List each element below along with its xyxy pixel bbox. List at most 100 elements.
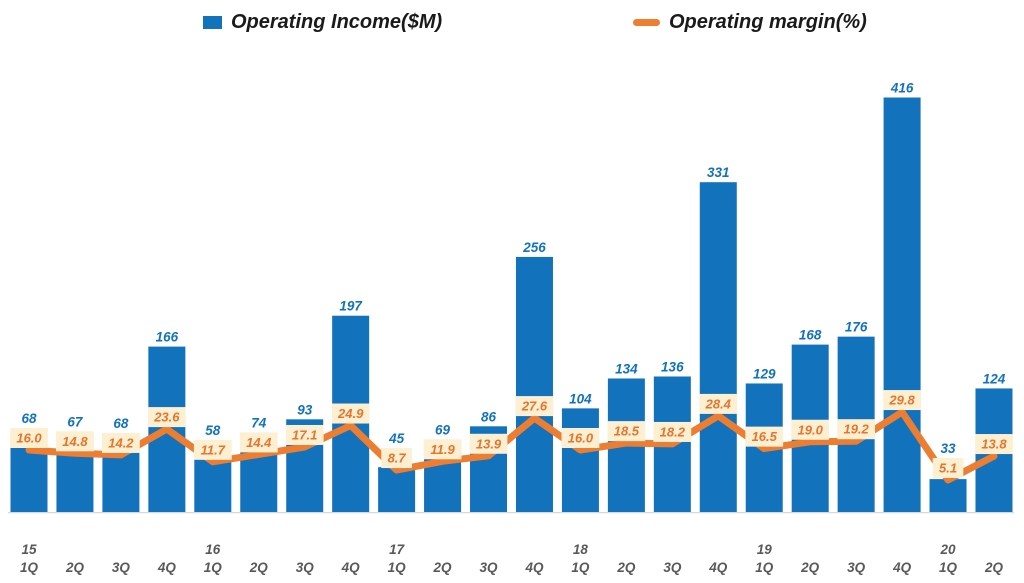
x-axis-quarter-label: 2Q	[249, 560, 269, 575]
bar-value-label: 74	[251, 415, 267, 430]
bar	[699, 182, 737, 513]
x-axis-quarter-label: 2Q	[800, 560, 820, 575]
margin-value-label: 16.0	[16, 431, 42, 446]
bar-value-label: 136	[661, 359, 684, 374]
x-axis-quarter-label: 1Q	[755, 560, 774, 575]
margin-value-label: 23.6	[153, 410, 180, 425]
x-axis-quarter-label: 2Q	[984, 560, 1004, 575]
margin-label-box	[653, 421, 692, 442]
bar-value-label: 68	[113, 416, 129, 431]
bar	[561, 408, 599, 512]
margin-label-box	[102, 432, 140, 453]
margin-label-box	[975, 434, 1013, 455]
margin-value-label: 14.4	[246, 435, 272, 450]
legend-label-operating-margin: Operating margin(%)	[669, 10, 867, 33]
bar	[515, 256, 553, 512]
x-axis-quarter-label: 3Q	[847, 560, 866, 575]
x-axis-year-label: 19	[757, 542, 773, 557]
margin-label-box	[193, 439, 232, 460]
margin-value-label: 19.0	[798, 422, 824, 437]
x-axis-quarter-label: 3Q	[480, 560, 499, 575]
margin-value-label: 16.5	[752, 429, 778, 444]
x-axis-quarter-label: 3Q	[296, 560, 315, 575]
x-axis-quarter-label: 3Q	[663, 560, 682, 575]
margin-label-box	[423, 439, 462, 460]
x-axis-quarter-label: 2Q	[616, 560, 636, 575]
margin-value-label: 28.4	[705, 396, 732, 411]
bar-value-label: 69	[435, 422, 451, 437]
bar-value-label: 416	[890, 80, 914, 95]
margin-label-box	[331, 403, 370, 424]
margin-value-label: 14.2	[108, 435, 134, 450]
bar-value-label: 331	[707, 165, 730, 180]
margin-label-box	[791, 419, 830, 440]
x-axis-quarter-label: 4Q	[708, 560, 728, 575]
bar-value-label: 86	[481, 409, 497, 424]
margin-label-box	[699, 393, 738, 414]
x-axis-year-label: 18	[573, 542, 589, 557]
margin-label-box	[56, 431, 94, 452]
bar-value-label: 176	[845, 320, 868, 335]
margin-value-label: 18.2	[660, 424, 686, 439]
margin-value-label: 13.8	[981, 437, 1007, 452]
bar	[929, 479, 967, 512]
bar-value-label: 67	[67, 414, 84, 429]
bar	[883, 97, 921, 513]
bar-value-label: 68	[21, 411, 37, 426]
x-axis-quarter-label: 2Q	[65, 560, 85, 575]
bar-value-label: 58	[205, 423, 221, 438]
margin-value-label: 11.7	[201, 442, 226, 457]
x-axis-quarter-label: 4Q	[524, 560, 544, 575]
margin-label-box	[883, 390, 921, 411]
bar	[378, 467, 416, 512]
margin-value-label: 14.8	[62, 434, 88, 449]
margin-label-box	[745, 426, 784, 447]
x-axis-quarter-label: 4Q	[157, 560, 177, 575]
margin-label-box	[561, 428, 600, 448]
margin-label-box	[932, 457, 964, 478]
margin-label-box	[515, 396, 554, 417]
bar-value-label: 129	[753, 366, 776, 381]
legend-item-operating-income: Operating Income($M)	[203, 8, 442, 36]
x-axis-quarter-label: 3Q	[112, 560, 131, 575]
margin-value-label: 13.9	[476, 436, 502, 451]
x-axis-year-label: 16	[205, 542, 221, 557]
margin-line	[25, 408, 998, 484]
x-axis-quarter-label: 4Q	[892, 560, 912, 575]
margin-value-label: 19.2	[843, 422, 869, 437]
bar-value-label: 104	[569, 391, 592, 406]
bar-series-swatch-icon	[203, 15, 222, 29]
x-axis-quarter-label: 4Q	[341, 560, 361, 575]
margin-label-box	[837, 419, 876, 440]
margin-value-label: 16.0	[568, 431, 594, 446]
margin-value-label: 5.1	[939, 460, 957, 475]
x-axis-quarter-label: 1Q	[939, 560, 958, 575]
bar-value-label: 197	[339, 299, 363, 314]
x-axis-year-label: 20	[940, 542, 957, 557]
x-axis-quarter-label: 1Q	[571, 560, 590, 575]
margin-label-box	[607, 421, 646, 442]
margin-value-label: 11.9	[430, 442, 455, 457]
bar-value-label: 168	[799, 328, 822, 343]
bar-value-label: 33	[941, 441, 957, 456]
margin-label-box	[147, 407, 186, 428]
margin-value-label: 29.8	[888, 393, 915, 408]
line-series-swatch-icon	[633, 18, 660, 26]
bar-value-label: 124	[983, 371, 1006, 386]
margin-label-box	[381, 448, 412, 469]
margin-value-label: 18.5	[614, 424, 640, 439]
margin-value-label: 8.7	[388, 451, 407, 466]
margin-value-label: 27.6	[521, 399, 548, 414]
bar-value-label: 134	[615, 361, 638, 376]
bar-value-label: 93	[297, 402, 313, 417]
legend-item-operating-margin: Operating margin(%)	[633, 8, 867, 36]
x-axis-quarter-label: 2Q	[433, 560, 453, 575]
x-axis-quarter-label: 1Q	[20, 560, 39, 575]
margin-label-box	[285, 424, 324, 445]
bar-value-label: 166	[156, 330, 179, 345]
margin-value-label: 17.1	[292, 427, 317, 442]
bar	[10, 444, 48, 512]
x-axis-quarter-label: 1Q	[388, 560, 407, 575]
legend-label-operating-income: Operating Income($M)	[231, 10, 443, 33]
